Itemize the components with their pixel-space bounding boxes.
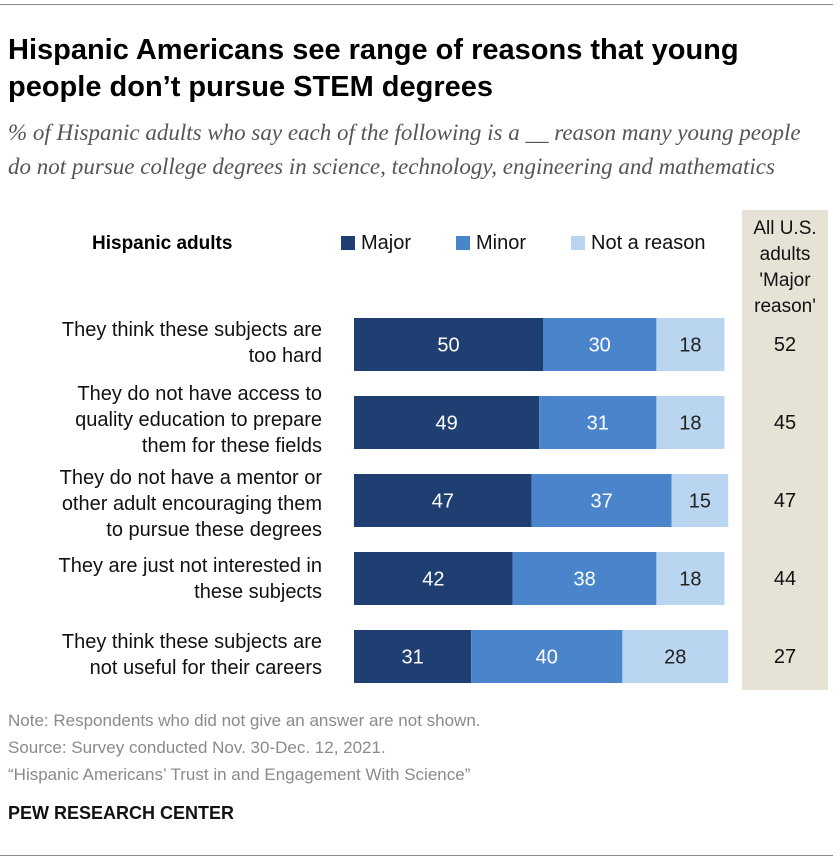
row-label-line: not useful for their careers <box>89 657 322 679</box>
row-label: They do not have a mentor or other adult… <box>2 465 322 543</box>
legend-label-minor: Minor <box>476 231 527 254</box>
value-label-minor: 31 <box>587 413 609 435</box>
legend-item-major: Major <box>341 231 411 255</box>
value-label-not-a-reason: 18 <box>679 413 701 435</box>
bottom-rule <box>0 855 833 856</box>
legend-item-minor: Minor <box>456 231 526 255</box>
value-label-not-a-reason: 18 <box>679 335 701 357</box>
legend-item-not-a-reason: Not a reason <box>571 231 706 255</box>
row-label: They are just not interested in these su… <box>2 553 322 605</box>
all-us-adults-panel <box>742 210 828 690</box>
row-label-line: They do not have access to <box>77 383 322 405</box>
bar-not-a-reason <box>656 396 725 449</box>
value-label-minor: 37 <box>590 491 612 513</box>
note-text: Note: Respondents who did not give an an… <box>8 711 481 730</box>
value-label-major: 42 <box>422 569 444 591</box>
us-header-line: reason' <box>754 296 816 317</box>
bar-major <box>354 474 532 527</box>
all-us-major-value: 44 <box>773 567 797 590</box>
bar-major <box>354 630 472 683</box>
all-us-major-value: 52 <box>773 333 797 356</box>
value-label-not-a-reason: 28 <box>664 647 686 669</box>
row-label-line: They think these subjects are <box>61 319 322 341</box>
value-label-minor: 38 <box>573 569 595 591</box>
legend-swatch-major <box>341 236 355 250</box>
bar-not-a-reason <box>671 474 729 527</box>
legend-label-major: Major <box>361 231 412 254</box>
bar-minor <box>512 552 657 605</box>
bar-minor <box>539 396 657 449</box>
value-label-major: 31 <box>401 647 423 669</box>
us-header-line: 'Major <box>759 270 811 291</box>
row-label: They think these subjects are not useful… <box>2 629 322 681</box>
value-label-major: 49 <box>435 413 457 435</box>
row-label-line: other adult encouraging them <box>61 493 322 515</box>
bar-minor <box>543 318 657 371</box>
org-name: PEW RESEARCH CENTER <box>8 803 235 823</box>
value-label-major: 47 <box>432 491 454 513</box>
chart-title: Hispanic Americans see range of reasons … <box>8 34 739 103</box>
row-label: They think these subjects are too hard <box>2 317 322 369</box>
bar-minor <box>531 474 672 527</box>
row-label-line: They are just not interested in <box>58 555 322 577</box>
row-label-line: these subjects <box>194 581 322 603</box>
group-label: Hispanic adults <box>92 233 233 254</box>
chart-subtitle: % of Hispanic adults who say each of the… <box>8 120 801 179</box>
value-label-not-a-reason: 18 <box>679 569 701 591</box>
row-label-line: They think these subjects are <box>61 631 322 653</box>
top-rule <box>0 4 833 5</box>
row-label-line: quality education to prepare <box>75 409 322 431</box>
all-us-major-value: 47 <box>773 489 797 512</box>
row-label-line: too hard <box>248 345 322 367</box>
value-label-not-a-reason: 15 <box>689 491 711 513</box>
all-us-major-value: 27 <box>773 645 797 668</box>
value-label-minor: 30 <box>589 335 611 357</box>
us-header-line: adults <box>759 244 811 265</box>
value-label-major: 50 <box>437 335 459 357</box>
report-title-text: “Hispanic Americans’ Trust in and Engage… <box>8 765 471 784</box>
row-label: They do not have access to quality educa… <box>2 381 322 459</box>
row-label-line: them for these fields <box>141 435 322 457</box>
row-label-line: to pursue these degrees <box>106 519 322 541</box>
bar-major <box>354 552 513 605</box>
legend-swatch-not-a-reason <box>571 236 585 250</box>
bar-minor <box>471 630 623 683</box>
us-header-line: All U.S. <box>753 218 817 239</box>
bar-not-a-reason <box>656 552 725 605</box>
all-us-major-value: 45 <box>773 411 797 434</box>
bar-major <box>354 318 543 371</box>
bar-not-a-reason <box>622 630 729 683</box>
legend-swatch-minor <box>456 236 470 250</box>
source-text: Source: Survey conducted Nov. 30-Dec. 12… <box>8 738 386 757</box>
row-label-line: They do not have a mentor or <box>59 467 322 489</box>
value-label-minor: 40 <box>536 647 558 669</box>
legend-label-not-a-reason: Not a reason <box>591 231 706 254</box>
bar-not-a-reason <box>656 318 725 371</box>
all-us-adults-header: All U.S. adults 'Major reason' <box>742 216 828 320</box>
bar-major <box>354 396 540 449</box>
